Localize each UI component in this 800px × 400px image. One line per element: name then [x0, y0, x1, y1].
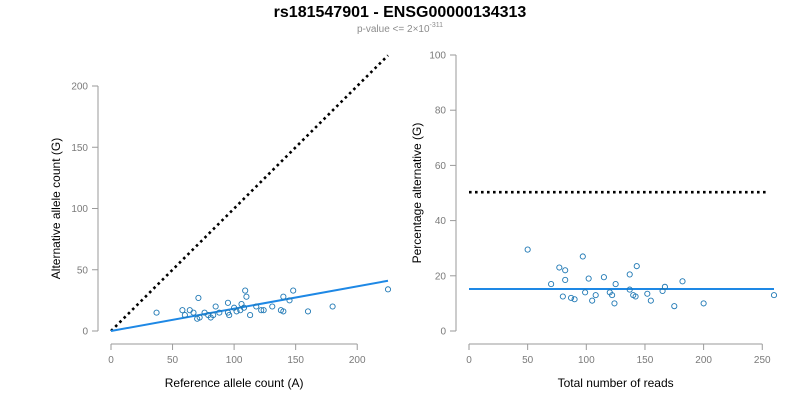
data-point — [242, 287, 249, 294]
data-point — [212, 303, 219, 310]
data-point — [195, 294, 202, 301]
data-point — [579, 253, 586, 260]
x-tick-label: 150 — [287, 355, 304, 366]
x-tick-label: 50 — [167, 355, 179, 366]
data-point — [224, 299, 232, 306]
x-tick-label: 150 — [637, 355, 654, 366]
data-point — [153, 309, 160, 316]
x-tick-label: 200 — [695, 355, 712, 366]
data-point — [304, 308, 312, 315]
x-tick-label: 200 — [349, 355, 366, 366]
data-point — [700, 300, 707, 307]
data-point — [611, 300, 618, 307]
data-point — [226, 312, 233, 319]
data-point — [548, 281, 555, 288]
data-point — [647, 297, 654, 304]
data-point — [260, 307, 267, 314]
x-tick-label: 0 — [466, 355, 472, 366]
data-point — [238, 300, 245, 308]
y-tick-label: 150 — [71, 143, 88, 154]
data-point — [240, 304, 248, 311]
y-tick-label: 0 — [82, 327, 88, 338]
y-tick-label: 200 — [71, 82, 88, 93]
data-point — [671, 303, 678, 310]
data-point — [562, 267, 569, 274]
data-point — [633, 263, 640, 270]
subtitle-text: p-value <= 2×10 — [356, 24, 430, 35]
data-point — [609, 292, 616, 299]
right-panel-percentage: 0 50 100 150 200 250 0 20 40 60 80 100 Total number … — [410, 51, 778, 390]
reference-dotted-line — [110, 54, 389, 332]
data-point — [661, 283, 668, 290]
y-tick-label: 0 — [440, 327, 446, 338]
data-point — [216, 309, 223, 316]
y-tick-label: 60 — [435, 161, 447, 172]
data-point — [626, 286, 633, 293]
data-point — [524, 246, 531, 253]
data-point — [612, 281, 619, 288]
chart-subtitle: p-value <= 2×10-311 — [0, 22, 800, 35]
data-point — [280, 293, 287, 300]
data-point — [190, 309, 197, 316]
data-point — [626, 271, 633, 278]
data-point — [600, 274, 607, 281]
data-point — [253, 303, 260, 310]
data-point — [582, 289, 589, 296]
data-point — [559, 293, 566, 300]
data-point — [568, 294, 575, 301]
data-point — [770, 292, 778, 299]
data-point — [179, 307, 186, 314]
data-point — [571, 296, 578, 303]
regression-fit-line — [110, 279, 389, 332]
chart-title: rs181547901 - ENSG00000134313 — [273, 4, 527, 21]
data-point — [286, 297, 293, 304]
x-axis-title: Total number of reads — [558, 376, 674, 390]
y-tick-label: 80 — [435, 106, 447, 117]
x-tick-label: 100 — [226, 355, 243, 366]
x-tick-label: 250 — [754, 355, 771, 366]
y-tick-label: 40 — [435, 216, 447, 227]
x-axis-title: Reference allele count (A) — [165, 376, 304, 390]
data-point — [186, 307, 193, 314]
x-tick-label: 100 — [578, 355, 595, 366]
data-point — [247, 312, 254, 319]
data-point — [233, 308, 240, 315]
y-tick-label: 100 — [429, 51, 446, 62]
y-axis-title: Percentage alternative (G) — [410, 123, 424, 264]
data-point — [592, 292, 599, 299]
data-point — [556, 264, 563, 271]
data-point — [632, 293, 639, 300]
data-point — [210, 312, 217, 319]
y-tick-label: 100 — [71, 204, 88, 215]
y-axis-title: Alternative allele count (G) — [49, 138, 63, 279]
data-point — [329, 303, 336, 310]
data-point — [243, 293, 250, 300]
data-point — [589, 297, 596, 304]
data-point — [181, 312, 188, 319]
data-point — [290, 287, 297, 294]
data-point — [196, 314, 203, 321]
data-point — [679, 278, 686, 285]
data-point — [258, 307, 265, 314]
data-point — [585, 275, 592, 282]
data-point — [280, 308, 287, 315]
data-point — [644, 290, 651, 297]
x-tick-label: 0 — [108, 355, 114, 366]
left-panel-ref-vs-alt: 0 50 100 150 200 0 50 100 150 200 Reference allele… — [49, 54, 392, 390]
data-point — [384, 286, 392, 293]
x-tick-label: 50 — [522, 355, 534, 366]
subtitle-exponent: -311 — [429, 22, 444, 29]
y-tick-label: 50 — [77, 265, 89, 276]
y-tick-label: 20 — [435, 271, 447, 282]
data-point — [269, 303, 276, 310]
data-point — [562, 276, 569, 283]
